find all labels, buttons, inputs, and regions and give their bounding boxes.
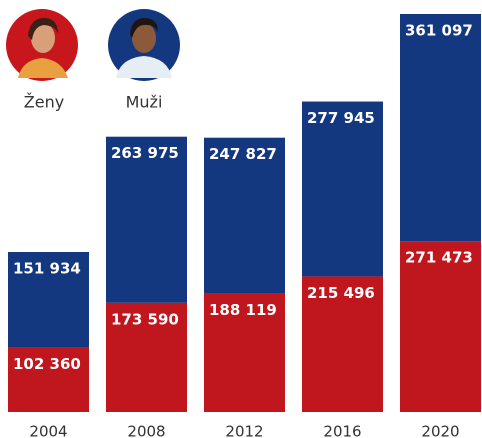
bar-segment: [8, 252, 89, 348]
x-tick-label: 2004: [29, 423, 67, 438]
bar-segment: [8, 347, 89, 412]
legend-icon-women: [6, 9, 78, 81]
value-label: 247 827: [209, 145, 277, 163]
bar-segment: [106, 302, 187, 412]
value-label: 361 097: [405, 22, 473, 40]
value-label: 277 945: [307, 109, 375, 127]
legend-label: Muži: [126, 93, 163, 112]
bar-segment: [302, 101, 383, 277]
bar-segment: [302, 276, 383, 412]
value-label: 215 496: [307, 284, 375, 302]
value-label: 271 473: [405, 249, 473, 267]
value-label: 151 934: [13, 260, 81, 278]
value-label: 263 975: [111, 144, 179, 162]
bar-segment: [400, 241, 481, 412]
value-label: 102 360: [13, 355, 81, 373]
legend-icon-men: [108, 9, 180, 81]
bar-segment: [204, 137, 285, 294]
legend-label: Ženy: [24, 93, 64, 112]
x-tick-label: 2016: [323, 423, 361, 438]
bar-segment: [106, 136, 187, 303]
x-tick-label: 2012: [225, 423, 263, 438]
x-tick-label: 2020: [421, 423, 459, 438]
bar-segment: [204, 293, 285, 412]
value-label: 188 119: [209, 301, 277, 319]
x-tick-label: 2008: [127, 423, 165, 438]
bar-segment: [400, 14, 481, 242]
value-label: 173 590: [111, 310, 179, 328]
